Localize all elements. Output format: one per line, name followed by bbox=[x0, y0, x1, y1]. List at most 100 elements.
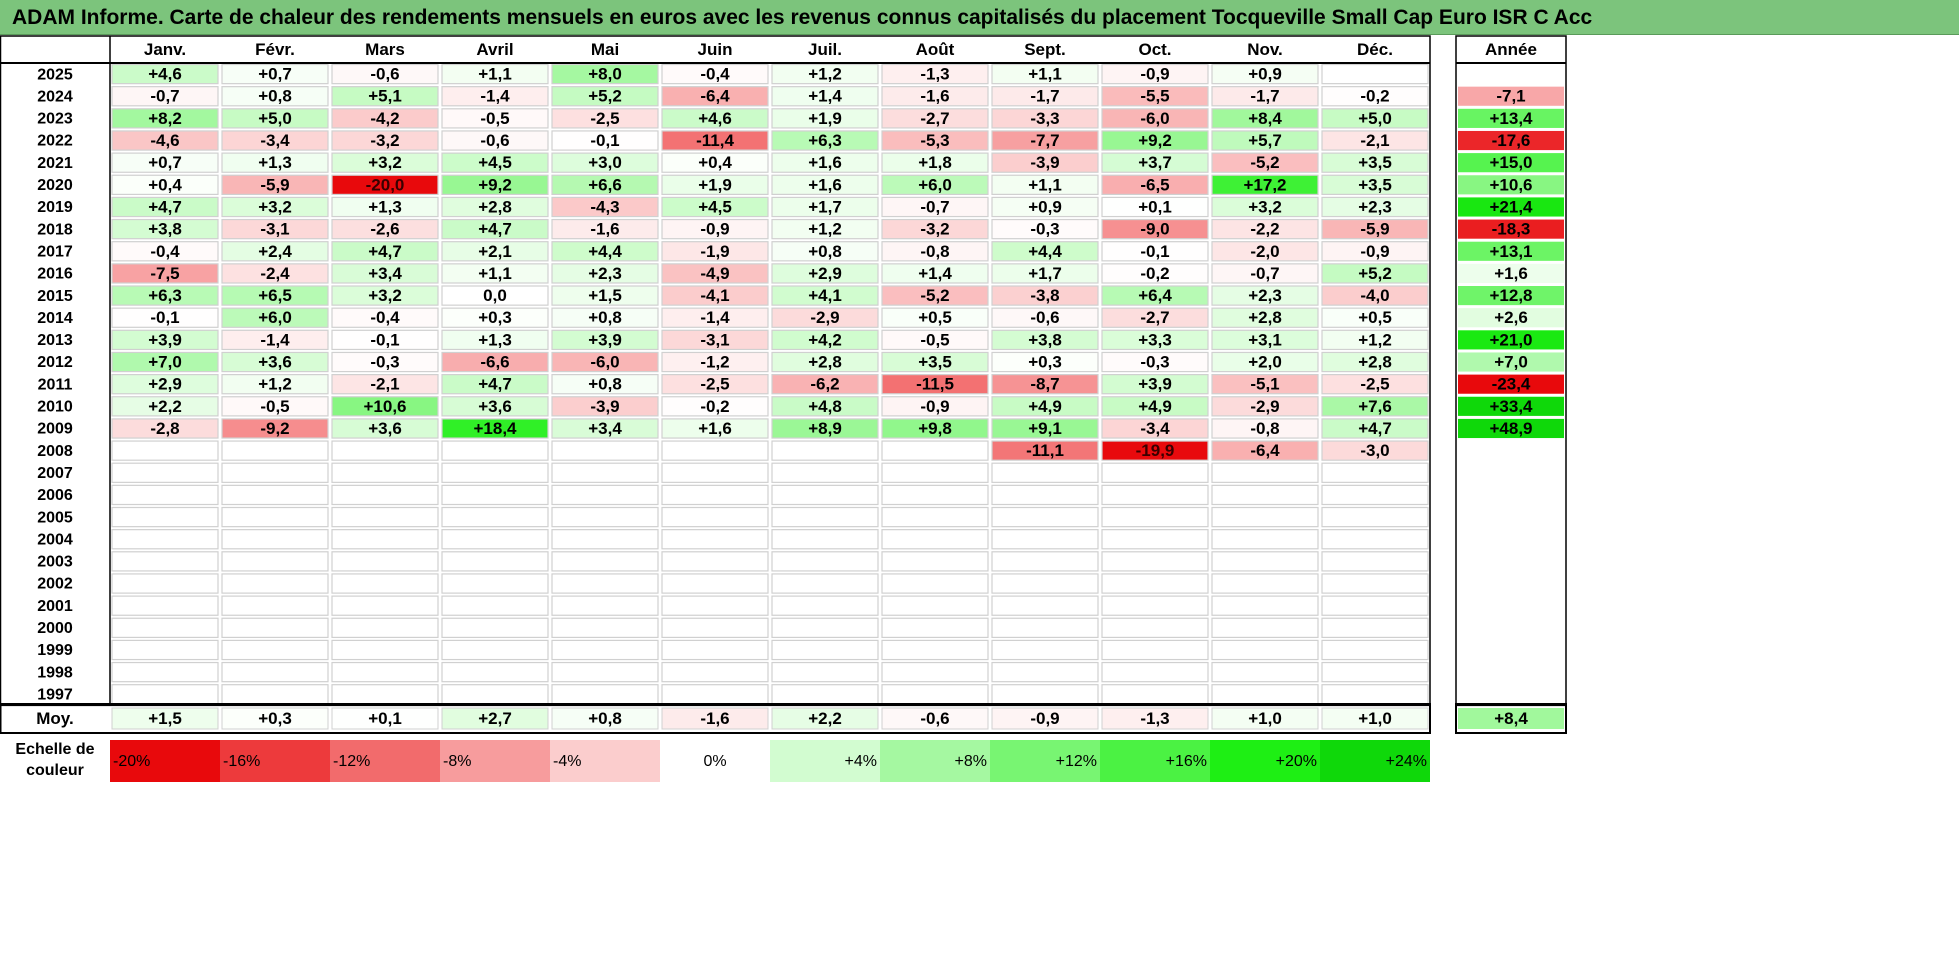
cell-2023-5 bbox=[551, 108, 659, 129]
cell-value-2014-4: +0,3 bbox=[478, 308, 512, 327]
cell-value-2014-1: -0,1 bbox=[150, 308, 179, 327]
cell-1998-4 bbox=[441, 661, 549, 683]
cell-value-2024-8: -1,6 bbox=[920, 87, 949, 106]
cell-2004-6 bbox=[661, 529, 769, 550]
cell-value-2024-7: +1,4 bbox=[808, 87, 842, 106]
cell-2024-1 bbox=[111, 86, 219, 107]
cell-value-2023-1: +8,2 bbox=[148, 109, 182, 128]
cell-2024-9 bbox=[991, 86, 1099, 107]
cell-2018-1 bbox=[111, 218, 219, 240]
cell-value-2009-6: +1,6 bbox=[698, 419, 732, 438]
cell-2001-4 bbox=[441, 595, 549, 616]
cell-2015-7 bbox=[771, 285, 879, 306]
cell-1999-12 bbox=[1321, 639, 1429, 661]
cell-2003-3 bbox=[331, 551, 439, 572]
cell-2003-4 bbox=[441, 551, 549, 572]
average-cell-1 bbox=[111, 707, 219, 730]
cell-2023-9 bbox=[991, 108, 1099, 129]
scale-label-line1: Echelle de bbox=[15, 741, 94, 758]
year-label-2007: 2007 bbox=[37, 465, 73, 482]
cell-2001-7 bbox=[771, 595, 879, 616]
cell-2009-12 bbox=[1321, 418, 1429, 439]
cell-2017-12 bbox=[1321, 241, 1429, 262]
chart-title: ADAM Informe. Carte de chaleur des rende… bbox=[12, 6, 1593, 29]
cell-2017-3 bbox=[331, 241, 439, 262]
cell-2020-12 bbox=[1321, 174, 1429, 195]
cell-2011-8 bbox=[881, 374, 989, 395]
cell-2003-6 bbox=[661, 551, 769, 572]
cell-value-2025-11: +0,9 bbox=[1248, 65, 1282, 84]
cell-2000-5 bbox=[551, 617, 659, 638]
cell-2015-8 bbox=[881, 285, 989, 306]
cell-value-2024-9: -1,7 bbox=[1030, 87, 1059, 106]
cell-2017-2 bbox=[221, 241, 329, 262]
cell-2023-11 bbox=[1211, 108, 1319, 129]
cell-2018-8 bbox=[881, 218, 989, 240]
scale-label-line2: couleur bbox=[26, 762, 84, 779]
year-label-2014: 2014 bbox=[37, 310, 73, 327]
cell-value-2023-4: -0,5 bbox=[480, 109, 509, 128]
cell-value-2016-10: -0,2 bbox=[1140, 264, 1169, 283]
annual-cell-2015 bbox=[1458, 286, 1564, 306]
cell-value-2022-7: +6,3 bbox=[808, 131, 842, 150]
year-label-2021: 2021 bbox=[37, 155, 73, 172]
cell-value-2021-4: +4,5 bbox=[478, 153, 512, 172]
cell-value-2016-5: +2,3 bbox=[588, 264, 622, 283]
cell-2010-1 bbox=[111, 396, 219, 417]
cell-2018-6 bbox=[661, 218, 769, 240]
year-label-2025: 2025 bbox=[37, 66, 73, 83]
cell-2000-2 bbox=[221, 617, 329, 638]
cell-value-2013-5: +3,9 bbox=[588, 330, 622, 349]
cell-2019-4 bbox=[441, 196, 549, 218]
annual-column-border bbox=[1455, 35, 1567, 707]
cell-1997-7 bbox=[771, 684, 879, 705]
cell-2017-1 bbox=[111, 241, 219, 262]
cell-2002-5 bbox=[551, 573, 659, 594]
year-label-2003: 2003 bbox=[37, 554, 73, 571]
year-label-2019: 2019 bbox=[37, 199, 73, 216]
cell-value-2021-5: +3,0 bbox=[588, 153, 622, 172]
cell-2005-5 bbox=[551, 506, 659, 528]
cell-value-2020-12: +3,5 bbox=[1358, 175, 1392, 194]
annual-value-2021: +15,0 bbox=[1489, 153, 1532, 172]
cell-value-2010-8: -0,9 bbox=[920, 397, 949, 416]
cell-value-2010-12: +7,6 bbox=[1358, 397, 1392, 416]
year-label-2011: 2011 bbox=[38, 376, 73, 393]
year-label-2010: 2010 bbox=[37, 399, 73, 416]
cell-value-2013-2: -1,4 bbox=[260, 330, 290, 349]
cell-2024-7 bbox=[771, 86, 879, 107]
cell-value-2021-8: +1,8 bbox=[918, 153, 952, 172]
cell-2000-9 bbox=[991, 617, 1099, 638]
cell-2006-7 bbox=[771, 484, 879, 506]
annual-value-2011: -23,4 bbox=[1492, 375, 1531, 394]
cell-value-2017-9: +4,4 bbox=[1028, 242, 1062, 261]
cell-2016-7 bbox=[771, 263, 879, 284]
annual-header: Année bbox=[1485, 40, 1537, 59]
cell-2025-6 bbox=[661, 63, 769, 85]
cell-value-2008-12: -3,0 bbox=[1360, 441, 1389, 460]
cell-value-2014-12: +0,5 bbox=[1358, 308, 1392, 327]
cell-value-2020-2: -5,9 bbox=[260, 175, 289, 194]
cell-2010-7 bbox=[771, 396, 879, 417]
cell-value-2023-12: +5,0 bbox=[1358, 109, 1392, 128]
annual-cell-2021 bbox=[1458, 153, 1564, 173]
cell-2023-8 bbox=[881, 108, 989, 129]
year-label-2024: 2024 bbox=[37, 88, 73, 105]
month-header-2: Févr. bbox=[255, 40, 295, 59]
cell-value-2018-2: -3,1 bbox=[260, 220, 289, 239]
cell-2005-6 bbox=[661, 506, 769, 528]
cell-value-2012-10: -0,3 bbox=[1140, 353, 1169, 372]
annual-value-2014: +2,6 bbox=[1494, 308, 1528, 327]
cell-2014-1 bbox=[111, 307, 219, 328]
cell-value-2013-4: +1,3 bbox=[478, 330, 512, 349]
cell-2022-8 bbox=[881, 130, 989, 151]
cell-2001-1 bbox=[111, 595, 219, 616]
cell-value-2010-11: -2,9 bbox=[1250, 397, 1279, 416]
year-label-2001: 2001 bbox=[37, 598, 73, 615]
cell-2004-2 bbox=[221, 529, 329, 550]
cell-value-2016-1: -7,5 bbox=[150, 264, 179, 283]
cell-2020-7 bbox=[771, 174, 879, 195]
annual-cell-2010 bbox=[1458, 396, 1564, 416]
scale-label-12: +24% bbox=[1386, 753, 1427, 770]
cell-value-2025-3: -0,6 bbox=[370, 65, 399, 84]
